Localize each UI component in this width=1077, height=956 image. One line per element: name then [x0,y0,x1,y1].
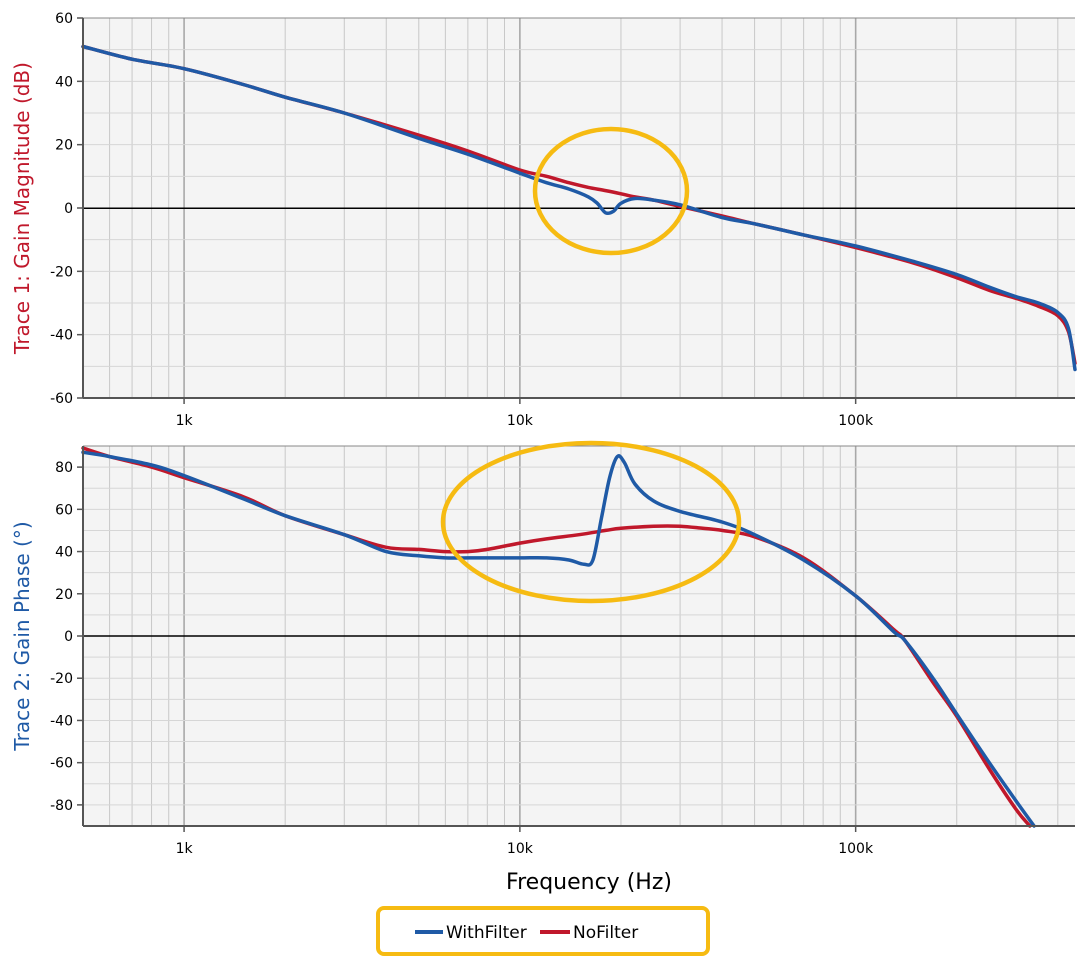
magnitude-ytick-label: 20 [55,138,73,154]
phase-ytick-label: -20 [50,671,73,687]
magnitude-ytick-label: -40 [50,328,73,344]
magnitude-ytick-label: 0 [64,201,73,217]
phase-ytick-label: 40 [55,545,73,561]
magnitude-series [81,44,1077,372]
x-axis-title: Frequency (Hz) [506,870,672,895]
magnitude-x-ticks: 1k 10k 100k [176,398,874,429]
magnitude-series-withfilter [81,44,1077,372]
phase-ytick-label: -60 [50,756,73,772]
magnitude-ytick-label: 40 [55,74,73,90]
phase-x-ticks: 1k 10k 100k [176,826,874,857]
phase-ytick-label: 60 [55,502,73,518]
magnitude-ytick-label: 60 [55,11,73,27]
magnitude-ytick-label: -20 [50,264,73,280]
phase-grid [82,445,1075,827]
phase-xtick-label: 1k [176,841,194,857]
phase-panel: 80 60 40 20 0 -20 -40 -60 -80 1k 10k 100k Trace 2:… [10,440,1075,857]
magnitude-panel: 60 40 20 0 -20 -40 -60 1k 10k 100k Trace 1: Gain… [10,11,1077,429]
magnitude-xtick-label: 1k [176,413,194,429]
magnitude-xtick-label: 10k [507,413,534,429]
legend-nofilter-label: NoFilter [573,923,638,943]
phase-series [81,446,1036,828]
phase-highlight-ellipse [440,440,742,604]
phase-y-label: Trace 2: Gain Phase (°) [10,521,34,751]
legend-withfilter-label: WithFilter [446,923,527,943]
magnitude-highlight-circle [532,126,690,256]
legend-highlight-box [376,906,710,956]
phase-ytick-label: -40 [50,713,73,729]
phase-ytick-label: -80 [50,798,73,814]
magnitude-ytick-label: -60 [50,391,73,407]
phase-xtick-label: 10k [507,841,534,857]
magnitude-xtick-label: 100k [838,413,874,429]
phase-series-withfilter [81,450,1036,828]
phase-ytick-label: 80 [55,460,73,476]
phase-ytick-label: 20 [55,587,73,603]
legend: WithFilter NoFilter [376,906,710,956]
magnitude-y-label: Trace 1: Gain Magnitude (dB) [10,62,34,355]
phase-ytick-label: 0 [64,629,73,645]
phase-xtick-label: 100k [838,841,874,857]
magnitude-y-ticks: 60 40 20 0 -20 -40 -60 [50,11,83,407]
phase-y-ticks: 80 60 40 20 0 -20 -40 -60 -80 [50,460,83,814]
